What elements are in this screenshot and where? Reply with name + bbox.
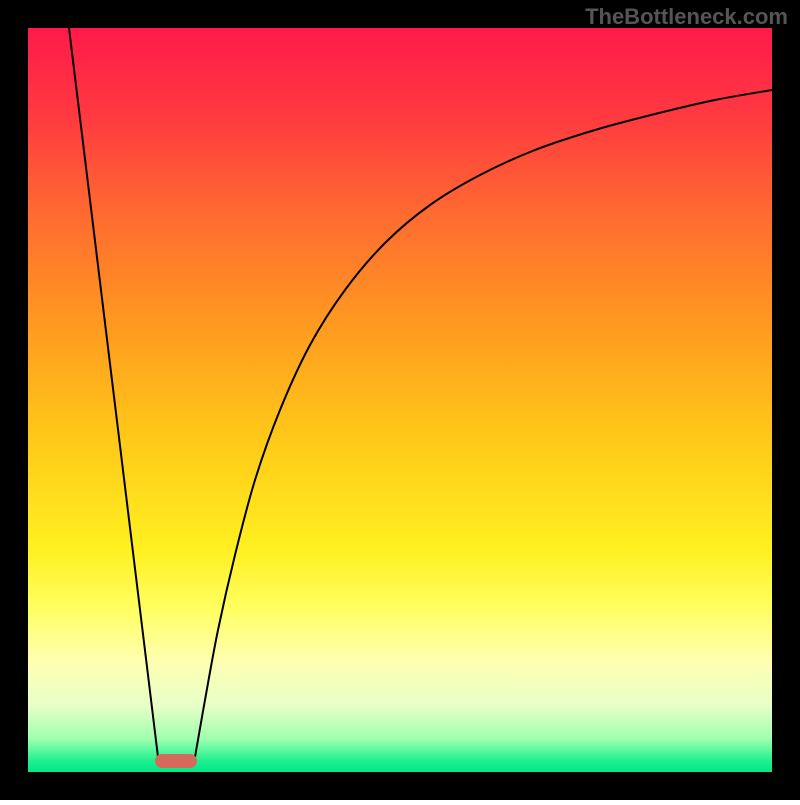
chart-background: [28, 28, 772, 772]
bottleneck-chart: TheBottleneck.com: [0, 0, 800, 800]
watermark-text: TheBottleneck.com: [585, 4, 788, 30]
valley-marker: [155, 754, 197, 768]
chart-svg: [0, 0, 800, 800]
